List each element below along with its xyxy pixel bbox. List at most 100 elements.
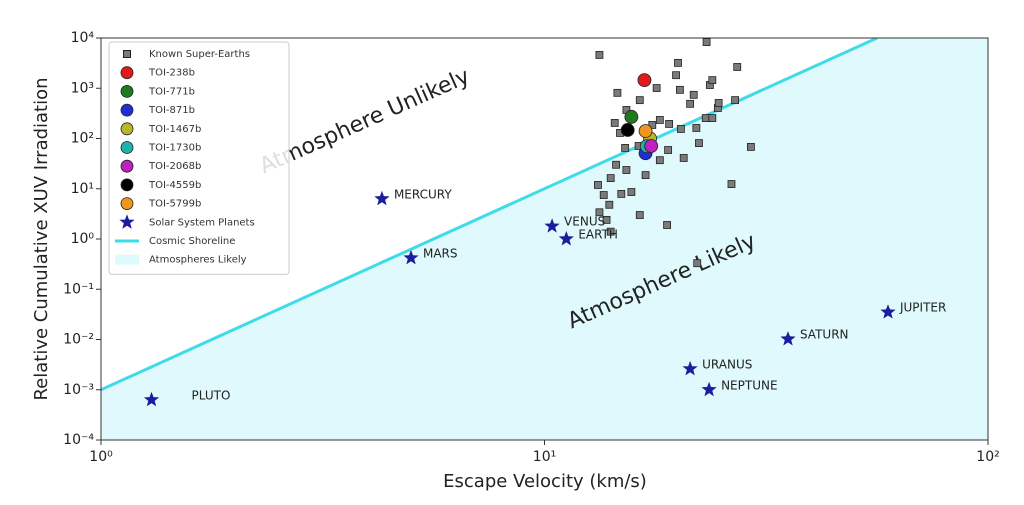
area: [101, 38, 988, 440]
solar-planet: [403, 249, 419, 265]
legend-label: Atmospheres Likely: [149, 255, 247, 266]
legend-marker: [119, 214, 135, 229]
legend-marker: [120, 159, 134, 173]
super-earth: [655, 116, 664, 124]
y-axis-label: Relative Cumulative XUV Irradiation: [31, 77, 52, 400]
x-tick-label: 10⁰: [89, 449, 113, 465]
super-earth: [605, 200, 614, 209]
legend-label: TOI-1730b: [148, 143, 201, 154]
y-tick-label: 10⁻³: [63, 382, 94, 398]
legend-box: [108, 41, 290, 275]
super-earth: [702, 38, 711, 46]
legend-marker: [120, 85, 134, 98]
super-earth: [676, 85, 684, 94]
super-earth: [627, 188, 636, 196]
solar-planet: [558, 231, 574, 246]
planet-label: PLUTO: [192, 388, 231, 402]
legend-label: Cosmic Shoreline: [149, 236, 235, 247]
legend-marker: [123, 50, 131, 58]
super-earth: [606, 174, 615, 182]
legend-marker: [120, 141, 134, 154]
super-earth: [689, 90, 698, 99]
super-earth: [692, 124, 701, 132]
legend-marker: [120, 103, 134, 117]
super-earth: [595, 51, 604, 59]
toi-planet: [644, 139, 659, 153]
legend-marker: [115, 254, 139, 265]
super-earth: [606, 227, 615, 236]
planet-label: MARS: [423, 246, 458, 260]
super-earth: [621, 144, 630, 152]
super-earth: [594, 181, 602, 189]
toi-planet: [620, 123, 635, 137]
super-earth: [693, 259, 702, 268]
x-tick-label: 10¹: [533, 449, 556, 465]
y-tick-label: 10¹: [71, 181, 94, 197]
y-tick-label: 10²: [71, 131, 94, 147]
super-earth: [635, 211, 644, 219]
planet-label: VENUS: [564, 215, 605, 229]
super-earth: [695, 139, 703, 147]
super-earth: [652, 84, 661, 92]
y-tick-label: 10⁻⁴: [63, 432, 94, 448]
super-earth: [746, 143, 755, 151]
super-earth: [686, 99, 695, 108]
solar-planet: [544, 218, 560, 233]
legend-marker: [120, 197, 134, 211]
solar-planet: [682, 360, 698, 376]
legend-label: TOI-4559b: [148, 180, 201, 191]
super-earth: [599, 191, 608, 199]
super-earth: [701, 114, 710, 122]
solar-planet: [701, 381, 717, 397]
toi-planet: [638, 124, 653, 138]
super-earth: [595, 208, 604, 217]
solar-planet: [880, 304, 896, 319]
planet-label: JUPITER: [899, 301, 946, 315]
legend-label: TOI-5799b: [148, 199, 201, 210]
x-axis-label: Escape Velocity (km/s): [443, 471, 647, 492]
x-tick-label: 10²: [976, 449, 999, 465]
legend-marker: [120, 66, 134, 80]
super-earth: [617, 189, 626, 198]
super-earth: [731, 96, 739, 105]
y-tick-label: 10⁻¹: [63, 281, 94, 297]
super-earth: [665, 120, 674, 128]
super-earth: [602, 215, 611, 224]
plot: [101, 38, 988, 440]
y-tick-label: 10³: [71, 80, 94, 96]
legend-marker: [120, 178, 134, 192]
legend-label: Solar System Planets: [149, 217, 255, 228]
super-earth: [635, 96, 644, 105]
toi-planet: [624, 109, 639, 124]
legend-label: Known Super-Earths: [149, 49, 250, 60]
legend-label: TOI-1467b: [148, 124, 201, 135]
super-earth: [733, 63, 742, 71]
super-earth: [672, 71, 680, 80]
planet-label: EARTH: [578, 228, 618, 242]
super-earth: [641, 171, 650, 179]
solar-planet: [143, 391, 160, 407]
super-earth: [655, 156, 664, 165]
planet-label: NEPTUNE: [721, 378, 777, 392]
solar-planet: [780, 331, 796, 346]
planet-label: MERCURY: [394, 187, 452, 201]
solar-planet: [374, 190, 390, 206]
super-earth: [708, 114, 717, 122]
super-earth: [674, 58, 682, 67]
legend-label: TOI-2068b: [148, 161, 201, 172]
shoreline: [101, 38, 878, 392]
y-tick-label: 10⁴: [71, 30, 95, 46]
planet-label: URANUS: [702, 357, 752, 371]
super-earth: [613, 88, 622, 97]
toi-planet: [637, 73, 652, 88]
y-tick-label: 10⁰: [71, 231, 95, 247]
y-tick-label: 10⁻²: [63, 332, 94, 348]
legend-label: TOI-871b: [148, 105, 195, 116]
legend-marker: [120, 122, 134, 136]
super-earth: [622, 166, 631, 174]
super-earth: [664, 146, 673, 154]
super-earth: [708, 76, 717, 85]
super-earth: [676, 125, 685, 133]
legend-label: TOI-238b: [148, 68, 195, 79]
